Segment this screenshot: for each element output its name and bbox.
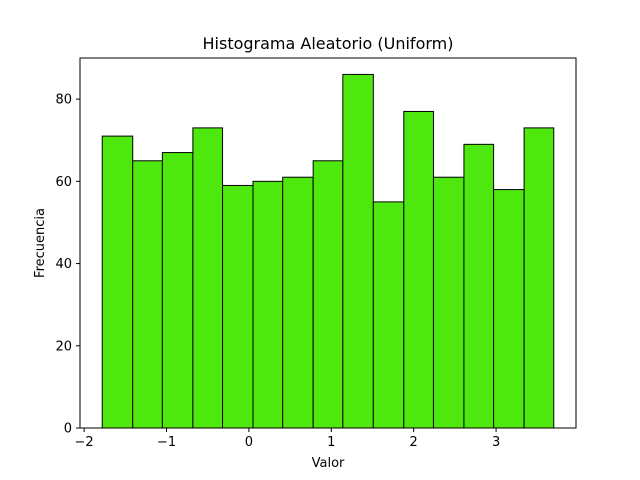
histogram-bar-10 xyxy=(372,201,405,429)
x-tick-label: 2 xyxy=(410,435,418,450)
histogram-bar-11 xyxy=(403,110,434,429)
histogram-bar-9 xyxy=(342,73,374,429)
histogram-bar-1 xyxy=(101,135,134,429)
histogram-bar-12 xyxy=(432,176,465,429)
bars-group xyxy=(101,73,555,429)
x-tick-label: 1 xyxy=(327,435,335,450)
histogram-bar-2 xyxy=(132,160,163,429)
y-tick-label: 0 xyxy=(64,422,72,437)
x-axis-ticks: −2 −1 0 1 2 3 xyxy=(75,428,500,450)
histogram-bar-7 xyxy=(282,176,314,429)
x-tick-label: 0 xyxy=(245,435,253,450)
histogram-bar-3 xyxy=(161,152,194,429)
histogram-bar-15 xyxy=(523,127,555,429)
histogram-bar-14 xyxy=(493,189,525,429)
x-tick-label: −2 xyxy=(75,435,94,450)
x-tick-label: 3 xyxy=(492,435,500,450)
y-tick-label: 80 xyxy=(55,93,72,108)
plot-frame xyxy=(79,57,577,429)
y-tick-label: 20 xyxy=(55,339,72,354)
y-tick-label: 60 xyxy=(55,175,72,190)
y-axis-ticks: 0 20 40 60 80 xyxy=(55,93,80,437)
y-axis-label: Frecuencia xyxy=(33,208,48,278)
histogram-bar-6 xyxy=(252,180,284,429)
chart-title: Histograma Aleatorio (Uniform) xyxy=(203,34,454,53)
histogram-bar-4 xyxy=(192,127,224,429)
x-axis-label: Valor xyxy=(312,456,345,471)
histogram-bar-8 xyxy=(312,160,344,429)
histogram-bar-5 xyxy=(222,184,254,429)
histogram-bar-13 xyxy=(463,143,495,429)
y-tick-label: 40 xyxy=(55,257,72,272)
x-tick-label: −1 xyxy=(157,435,176,450)
